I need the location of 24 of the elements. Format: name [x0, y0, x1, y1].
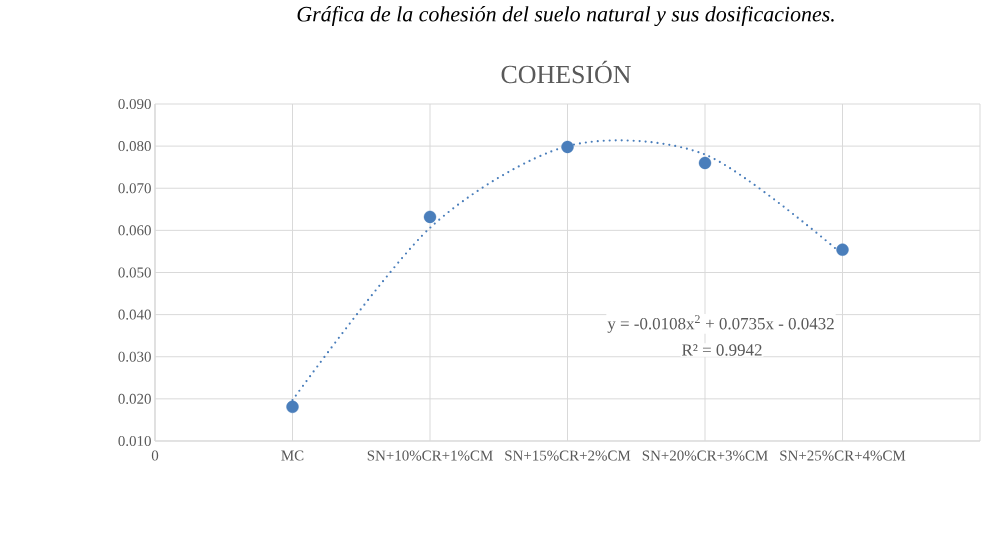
y-tick-label: 0.080 — [118, 141, 151, 152]
y-tick-label: 0.040 — [118, 309, 151, 320]
y-tick-label: 0.020 — [118, 393, 151, 404]
point — [561, 140, 574, 154]
y-tick-label: 0.060 — [118, 225, 151, 236]
x-tick-label: SN+10%CR+1%CM — [367, 450, 493, 461]
point — [286, 400, 299, 414]
chart-title: COHESIÓN — [501, 60, 631, 84]
y-tick-label: 0.090 — [118, 98, 151, 110]
point — [836, 243, 849, 256]
text: Gráfica de la cohesión del suelo natural y sus dosificaciones. — [297, 5, 834, 27]
y-tick-label: 0.050 — [118, 267, 151, 278]
annotation: y = -0.0108x$^{2}$ + 0.0735x - 0.0432 — [607, 315, 834, 333]
y-tick-label: 0.010 — [118, 435, 151, 447]
y-tick-label: 0.030 — [118, 351, 151, 362]
x-tick-label: SN+20%CR+3%CM — [642, 450, 768, 461]
point — [698, 156, 712, 170]
y-tick-label: 0.070 — [118, 183, 151, 194]
text: 0 — [151, 450, 159, 461]
x-tick-label: SN+15%CR+2%CM — [505, 450, 631, 461]
annotation: R² = 0.9942 — [682, 344, 762, 356]
point — [423, 210, 437, 224]
x-tick-label: SN+25%CR+4%CM — [780, 450, 906, 461]
x-tick-label: MC — [281, 450, 304, 461]
